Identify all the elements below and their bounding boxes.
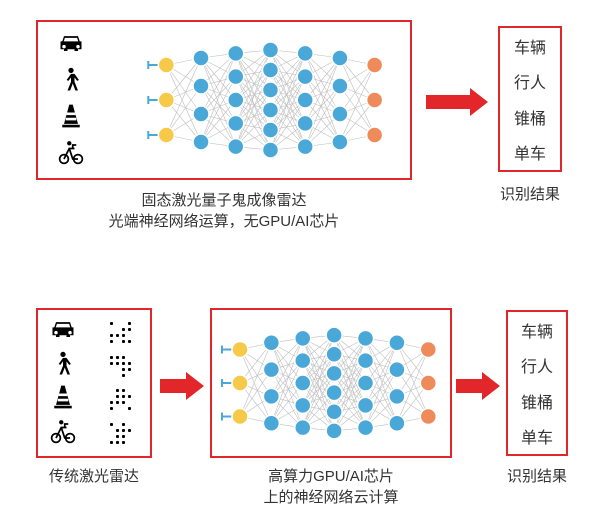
bottom-output-caption: 识别结果 [498,466,576,487]
bicycle-icon [57,138,85,171]
car-icon [49,316,77,349]
top-output-caption: 识别结果 [490,184,570,205]
cone-icon [49,383,77,416]
top-main-caption: 固态激光量子鬼成像雷达光端神经网络运算，无GPU/AI芯片 [36,190,412,232]
bottom-mid-caption: 高算力GPU/AI芯片上的神经网络云计算 [210,466,452,508]
caption-line: 上的神经网络云计算 [210,487,452,508]
output-label: 车辆 [514,34,546,58]
output-label: 锥桶 [514,105,546,129]
caption-line: 光端神经网络运算，无GPU/AI芯片 [36,211,412,232]
output-label: 行人 [521,353,553,377]
bottom-icon-column [46,316,80,450]
bottom-arrow-1 [160,372,204,400]
caption-line: 固态激光量子鬼成像雷达 [36,190,412,211]
top-arrow [426,88,488,116]
bottom-dots-column [100,316,140,450]
point-cloud-icon [110,322,131,343]
output-label: 单车 [514,140,546,164]
top-neural-net [142,30,392,170]
pedestrian-icon [57,66,85,99]
caption-line: 高算力GPU/AI芯片 [210,466,452,487]
bottom-left-caption: 传统激光雷达 [36,466,152,487]
car-icon [57,30,85,63]
output-label: 车辆 [521,318,553,342]
point-cloud-icon [110,423,131,444]
pedestrian-icon [49,350,77,383]
bottom-output-box: 车辆行人锥桶单车 [506,310,568,456]
bottom-neural-net [218,316,444,450]
top-icon-column [48,28,94,172]
point-cloud-icon [110,356,131,377]
top-output-box: 车辆行人锥桶单车 [498,26,562,172]
point-cloud-icon [110,389,131,410]
bicycle-icon [49,417,77,450]
cone-icon [57,102,85,135]
output-label: 单车 [521,424,553,448]
bottom-arrow-2 [456,372,500,400]
output-label: 行人 [514,69,546,93]
output-label: 锥桶 [521,389,553,413]
